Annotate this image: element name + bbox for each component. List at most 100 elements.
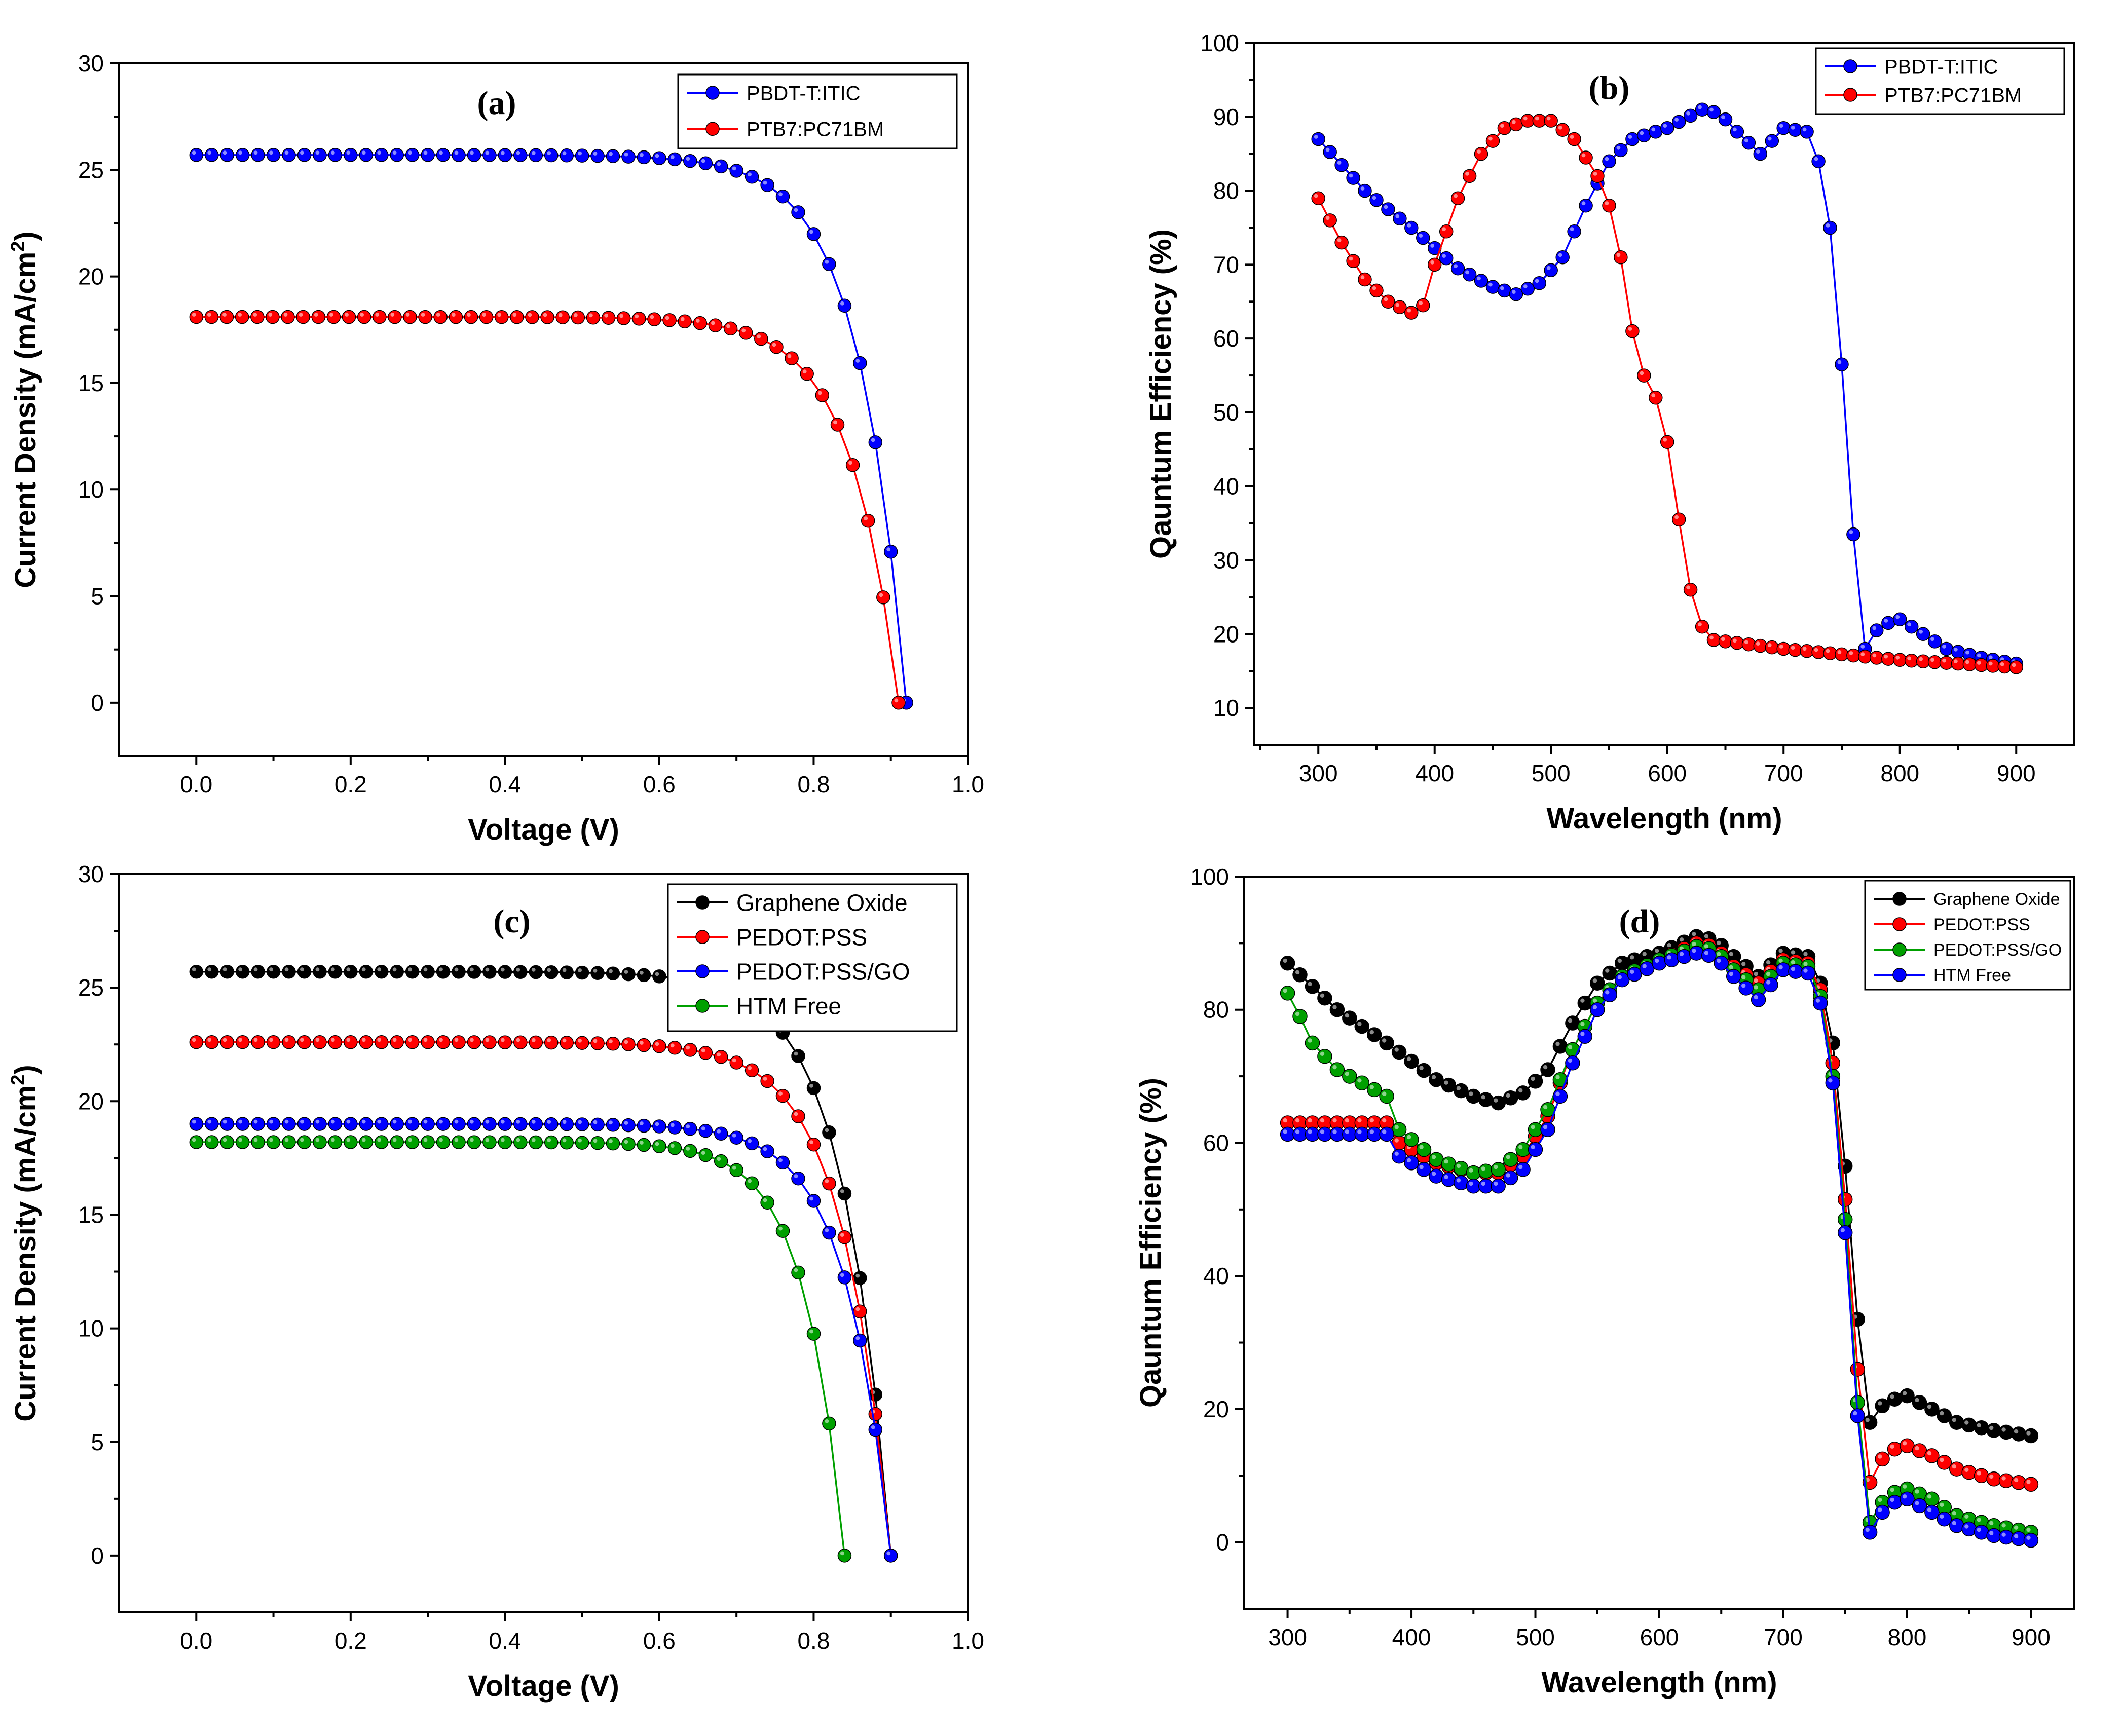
x-axis-title: Wavelength (nm) [1546,802,1782,835]
data-point-highlight [562,1120,567,1124]
data-point-highlight [470,1138,474,1142]
data-point-highlight [624,970,628,974]
data-point-highlight [1977,653,1981,658]
data-point [822,1416,836,1431]
data-point [220,1135,234,1149]
data-point-highlight [1570,227,1574,232]
data-point [744,1136,759,1151]
data-point-highlight [1465,270,1469,275]
y-axis: 0 20 40 60 80 100 [1190,863,1244,1556]
data-point-highlight [879,593,883,597]
data-point-highlight [1320,1129,1325,1134]
data-point-highlight [346,150,351,155]
data-point-highlight [485,1119,490,1124]
data-point [729,164,743,178]
data-point [482,1117,497,1131]
data-point [513,1117,528,1131]
data-point-highlight [655,1122,659,1126]
y-tick-label: 0 [91,690,104,716]
data-point [1850,1362,1865,1377]
data-point [390,1117,404,1131]
data-point-highlight [361,1038,366,1042]
data-point-highlight [1382,1038,1387,1043]
data-point [390,965,404,979]
data-point-highlight [1605,990,1610,995]
x-tick-label: 800 [1888,1624,1927,1650]
data-point-highlight [408,150,412,155]
data-point-highlight [1965,650,1969,655]
data-point-highlight [300,967,304,972]
data-point [652,1039,666,1053]
data-point-highlight [531,150,536,155]
x-tick-label: 0.8 [797,1628,830,1654]
data-point-highlight [1778,958,1783,963]
data-point-highlight [748,1066,752,1070]
data-point-highlight [1494,1164,1498,1169]
data-point-highlight [763,1198,767,1202]
data-point [467,1035,481,1049]
data-point-highlight [1555,1075,1560,1079]
data-point-highlight [1605,157,1609,161]
data-point [344,148,358,162]
x-tick-label: 0.0 [180,771,212,798]
data-point [204,148,219,162]
data-point [621,1137,636,1151]
data-point [1706,633,1721,647]
data-point [452,965,466,979]
data-point-highlight [330,1038,335,1042]
data-point-highlight [1308,1129,1312,1134]
data-point [421,1135,435,1149]
data-point [266,1035,281,1049]
data-point [1590,975,1605,991]
data-point [590,1036,605,1050]
data-point-highlight [1927,1494,1932,1499]
data-point [1485,280,1500,294]
data-point [342,310,356,324]
data-point [1404,1132,1419,1147]
data-point [1751,992,1766,1007]
data-point [313,1035,327,1049]
data-point [1342,1010,1357,1026]
data-point [1974,1468,1989,1484]
data-point-highlight [655,1042,659,1046]
data-point [1870,651,1884,665]
data-point-highlight [516,1138,520,1142]
y-axis: 10 20 30 40 50 60 70 80 90 100 [1200,30,1254,721]
data-point-highlight [1729,971,1733,976]
data-point [1776,121,1791,135]
data-point [1825,1075,1841,1090]
data-point-highlight [1531,1145,1535,1149]
data-point-highlight [1477,276,1481,281]
data-point [1788,643,1802,657]
data-point-highlight [809,1084,813,1088]
y-axis-title: Qauntum Efficiency (%) [1134,1078,1167,1408]
x-tick-label: 0.6 [643,771,676,798]
x-tick-label: 400 [1415,760,1454,786]
data-point [498,148,512,162]
legend-marker [705,122,720,136]
data-point [791,1265,805,1280]
data-point-highlight [817,391,822,395]
data-point-highlight [1919,657,1923,661]
data-point-highlight [593,1039,598,1043]
data-point [1916,627,1930,641]
data-point-highlight [650,315,654,319]
data-point-highlight [732,166,736,171]
data-point-highlight [757,334,761,338]
data-point [544,1035,559,1050]
series-line [196,1123,892,1556]
data-point [282,965,296,979]
data-point-highlight [377,1138,382,1142]
data-point-highlight [1488,282,1493,287]
data-point-highlight [1640,131,1644,135]
y-axis-title-base: Current Density (mA/cm [9,1085,42,1422]
data-point [1602,198,1616,213]
legend-item: Graphene Oxide [1874,890,2060,909]
data-point [883,1549,898,1563]
series-line [1287,935,2031,1437]
data-point [1924,1448,1940,1463]
data-point [555,310,570,324]
data-point-highlight [470,1038,474,1042]
data-point [1695,619,1709,634]
data-point [1369,283,1384,298]
